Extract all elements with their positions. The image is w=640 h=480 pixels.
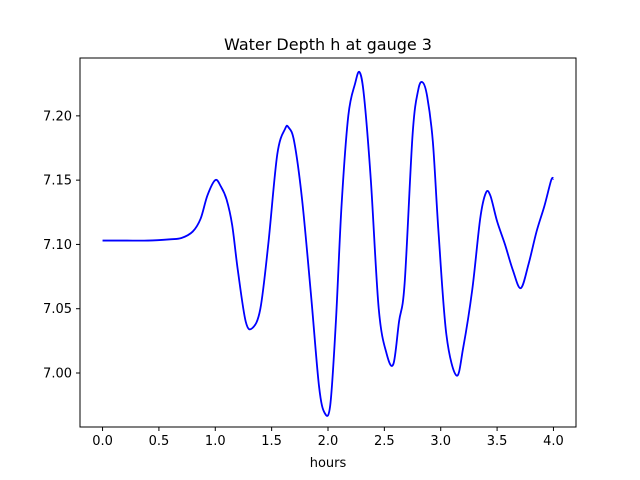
y-tick-label: 7.20 bbox=[43, 109, 72, 124]
x-axis: 0.0 0.5 1.0 1.5 2.0 2.5 3.0 3.5 4.0 bbox=[92, 427, 564, 449]
x-tick-label: 1.5 bbox=[261, 434, 282, 449]
plot-area bbox=[102, 70, 555, 417]
y-tick-label: 7.10 bbox=[43, 238, 72, 253]
x-tick-label: 2.0 bbox=[318, 434, 339, 449]
x-tick-label: 1.0 bbox=[205, 434, 226, 449]
x-tick-label: 4.0 bbox=[543, 434, 564, 449]
y-tick-label: 7.15 bbox=[43, 174, 72, 189]
y-tick-label: 7.05 bbox=[43, 302, 72, 317]
x-tick-label: 2.5 bbox=[374, 434, 395, 449]
x-tick-label: 0.5 bbox=[149, 434, 170, 449]
x-axis-label: hours bbox=[310, 456, 347, 471]
series-line-0 bbox=[102, 70, 555, 417]
x-tick-label: 3.0 bbox=[430, 434, 451, 449]
plot-frame bbox=[79, 57, 577, 428]
y-axis: 7.00 7.05 7.10 7.15 7.20 bbox=[43, 109, 80, 382]
y-tick-label: 7.00 bbox=[43, 367, 72, 382]
chart-title: Water Depth h at gauge 3 bbox=[224, 35, 432, 54]
x-tick-label: 0.0 bbox=[92, 434, 113, 449]
x-tick-label: 3.5 bbox=[487, 434, 508, 449]
